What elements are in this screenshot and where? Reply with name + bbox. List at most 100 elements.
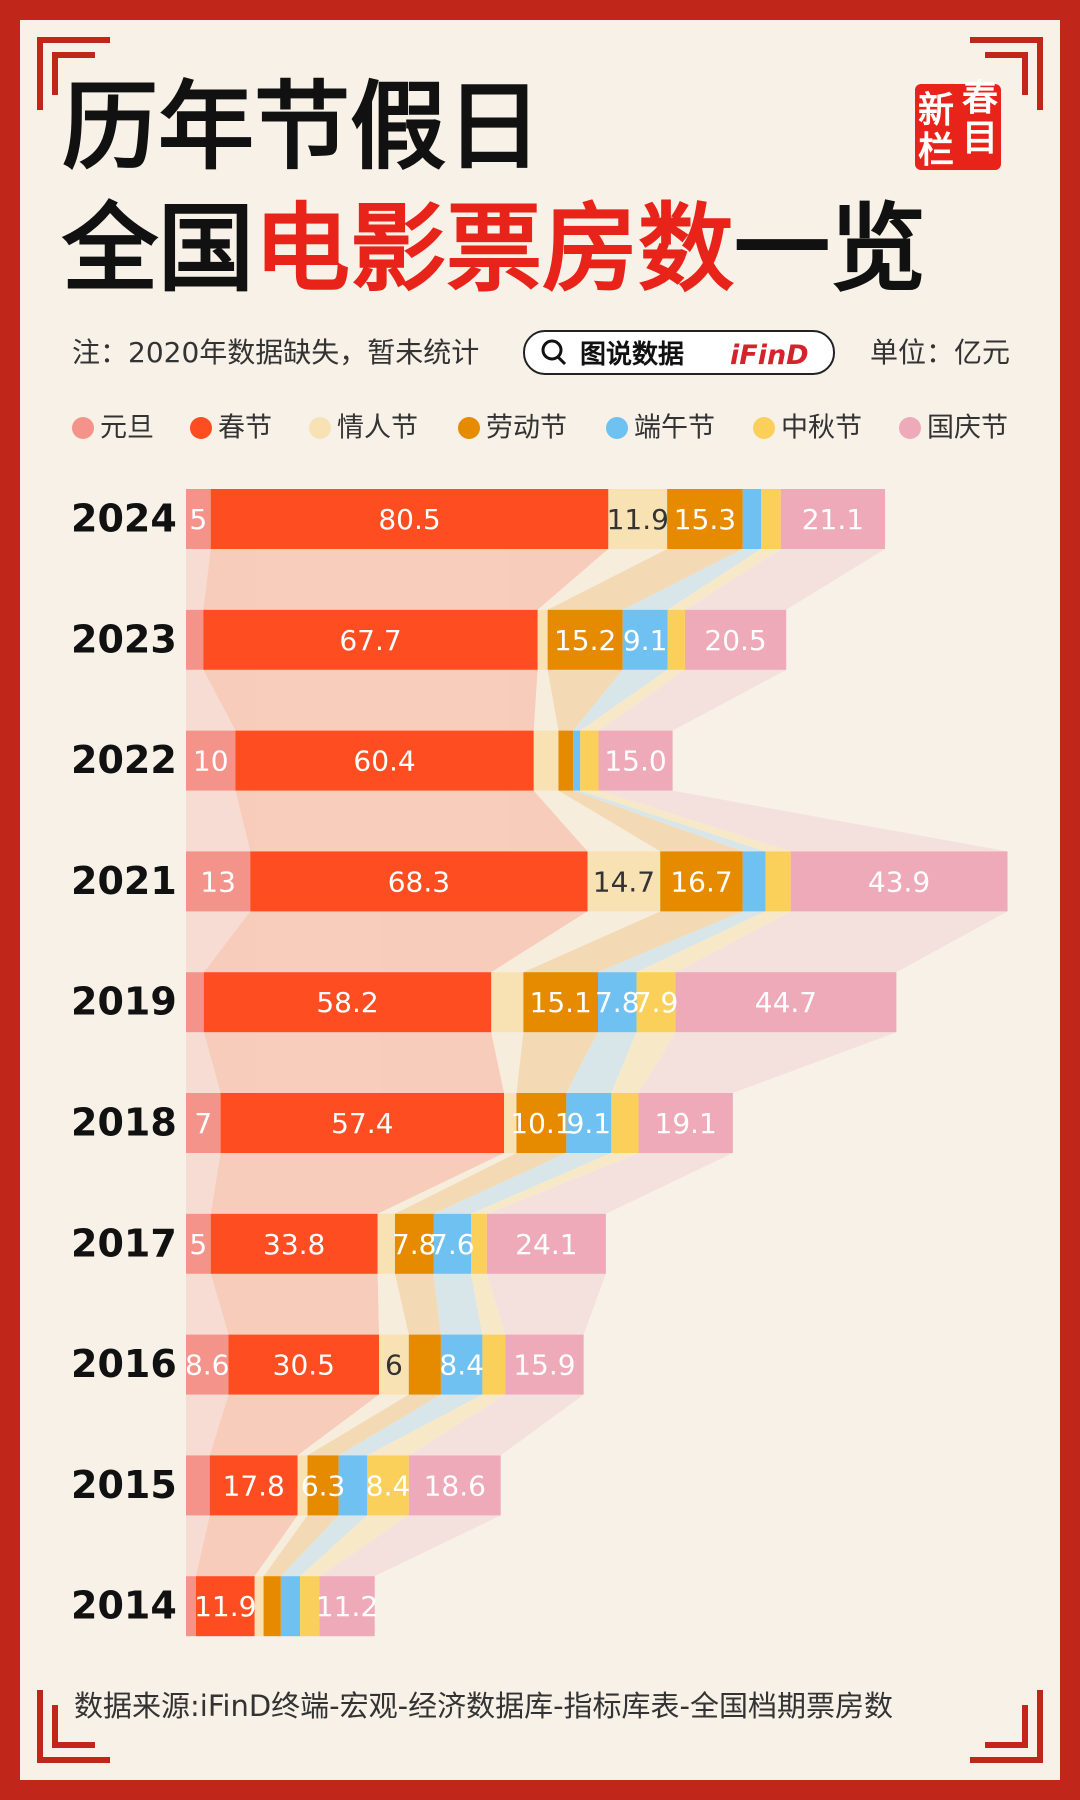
value-label: 18.6 [424, 1469, 486, 1502]
bar-segment [684, 609, 787, 670]
flow-band [598, 669, 787, 731]
flow-band [433, 1153, 612, 1214]
value-label: 15.1 [530, 986, 592, 1019]
flow-band [471, 1273, 506, 1335]
bar-segment [186, 489, 211, 549]
value-label: 13 [200, 865, 236, 898]
brand: iFinD [730, 340, 809, 371]
value-label: 60.4 [353, 745, 415, 778]
bar-segment [250, 851, 588, 912]
legend-label: 劳动节 [486, 413, 567, 444]
bar-segment [790, 851, 1008, 912]
flow-band [408, 1394, 584, 1456]
bar-segment [611, 1093, 639, 1153]
flow-band [580, 790, 791, 852]
bar-segment [482, 1334, 506, 1395]
bar-segment [660, 851, 743, 912]
flow-band [558, 790, 743, 852]
flow-band [195, 1515, 298, 1577]
legend-label: 中秋节 [781, 413, 862, 444]
legend-label: 情人节 [337, 413, 418, 444]
bar-segment [471, 1213, 487, 1274]
bar-segment [761, 489, 781, 549]
bar-segment [597, 972, 637, 1033]
bar-segment [186, 1334, 229, 1395]
value-label: 68.3 [388, 865, 450, 898]
bar-segment [186, 730, 236, 791]
year-label: 2015 [71, 1463, 177, 1507]
flow-band [300, 1515, 409, 1577]
title-part: 一览 [734, 193, 926, 305]
stamp-char: 目 [962, 118, 998, 159]
bar-segment [408, 1334, 441, 1395]
value-label: 7.6 [430, 1228, 475, 1261]
source: 数据来源:iFinD终端-宏观-经济数据库-指标库表-全国档期票房数 [74, 1689, 893, 1723]
value-label: 7.9 [634, 986, 679, 1019]
flow-band [186, 911, 251, 973]
value-label: 11.9 [607, 503, 669, 536]
bar-segment [408, 1455, 501, 1516]
unit: 单位：亿元 [870, 336, 1010, 369]
flow-band [573, 669, 668, 731]
flow-band [491, 911, 661, 973]
value-label: 14.7 [593, 865, 655, 898]
flow-band [566, 1032, 637, 1093]
badge-bg [523, 330, 835, 375]
bar-segment [587, 851, 661, 912]
corner [37, 1690, 110, 1763]
value-label: 15.0 [604, 745, 666, 778]
bar-segment [228, 1334, 380, 1395]
flow-band [203, 911, 588, 973]
value-label: 9.1 [567, 1107, 612, 1140]
flow-band [186, 549, 211, 610]
bar-segment [235, 730, 534, 791]
bar-segment [186, 609, 204, 670]
flow-band [254, 1515, 308, 1577]
flow-band [547, 669, 623, 731]
note: 注：2020年数据缺失，暂未统计 [72, 336, 479, 369]
flow-band [547, 549, 743, 610]
value-label: 8.4 [439, 1349, 484, 1382]
year-label: 2018 [71, 1101, 177, 1145]
flow-band [186, 1153, 221, 1214]
bar-segment [558, 730, 574, 791]
value-label: 6.3 [301, 1469, 346, 1502]
corner [970, 37, 1043, 110]
stamp-char: 春 [962, 78, 998, 119]
bar-segment [573, 730, 581, 791]
bar-segment [742, 489, 762, 549]
bar-segment [203, 972, 492, 1033]
value-label: 7 [194, 1107, 212, 1140]
bar-segment [638, 1093, 733, 1153]
year-label: 2021 [71, 859, 177, 903]
flow-band [516, 1032, 598, 1093]
bar-segment [504, 1093, 517, 1153]
flow-band [186, 1032, 221, 1093]
flow-band [203, 669, 538, 731]
value-label: 5 [189, 1228, 207, 1261]
bar-segment [636, 972, 676, 1033]
flow-band [186, 1273, 229, 1335]
bar-segment [765, 851, 791, 912]
legend-swatch [190, 417, 212, 439]
bar-segment [547, 609, 623, 670]
value-label: 20.5 [704, 624, 766, 657]
flow-band [377, 1153, 517, 1214]
bar-segment [209, 1455, 298, 1516]
flow-band [486, 1273, 606, 1335]
value-label: 8.6 [185, 1349, 230, 1382]
flow-band [186, 1515, 210, 1577]
flow-band [186, 1394, 229, 1456]
title-part: 全国 [61, 193, 254, 305]
year-label: 2016 [71, 1342, 177, 1386]
bar-segment [523, 972, 598, 1033]
value-label: 43.9 [868, 865, 930, 898]
flow-band [235, 790, 588, 852]
value-label: 15.9 [513, 1349, 575, 1382]
badge-text: 图说数据 [580, 340, 684, 370]
bar-segment [433, 1213, 472, 1274]
year-label: 2022 [71, 738, 177, 782]
title-highlight: 电影票房数 [254, 193, 734, 305]
